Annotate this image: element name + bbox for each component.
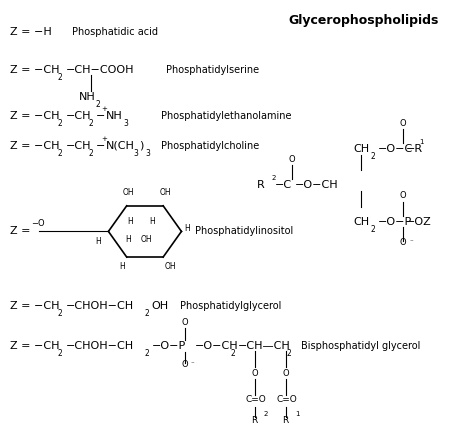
Text: Glycerophospholipids: Glycerophospholipids: [288, 14, 438, 27]
Text: −CH—CH: −CH—CH: [238, 341, 291, 351]
Text: H: H: [119, 263, 125, 272]
Text: O: O: [288, 155, 295, 164]
Text: −O: −O: [32, 219, 45, 228]
Text: NH: NH: [106, 111, 122, 121]
Text: −R: −R: [406, 144, 423, 154]
Text: −O−P: −O−P: [152, 341, 186, 351]
Text: 2: 2: [230, 349, 235, 358]
Text: 2: 2: [145, 309, 150, 318]
Text: −: −: [96, 141, 105, 151]
Text: H: H: [184, 224, 190, 233]
Text: O: O: [252, 369, 258, 378]
Text: −CH−COOH: −CH−COOH: [66, 65, 135, 75]
Text: 2: 2: [88, 119, 93, 128]
Text: Phosphatidylcholine: Phosphatidylcholine: [161, 141, 259, 151]
Text: −: −: [96, 111, 105, 121]
Text: N(CH: N(CH: [106, 141, 135, 151]
Text: −O−P: −O−P: [377, 217, 411, 227]
Text: 2: 2: [264, 411, 268, 417]
Text: 2: 2: [272, 175, 276, 181]
Text: O: O: [182, 360, 188, 369]
Text: Z = −CH: Z = −CH: [10, 341, 60, 351]
Text: CH: CH: [353, 217, 369, 227]
Text: NH: NH: [79, 92, 95, 103]
Text: 2: 2: [57, 119, 62, 128]
Text: C=O: C=O: [276, 396, 297, 405]
Text: 3: 3: [133, 148, 138, 157]
Text: ): ): [139, 141, 144, 151]
Text: 2: 2: [57, 349, 62, 358]
Text: −CH: −CH: [66, 141, 91, 151]
Text: OH: OH: [159, 187, 171, 196]
Text: 2: 2: [88, 148, 93, 157]
Text: 2: 2: [96, 100, 100, 109]
Text: −CHOH−CH: −CHOH−CH: [66, 341, 134, 351]
Text: Z = −CH: Z = −CH: [10, 111, 60, 121]
Text: 3: 3: [124, 119, 128, 128]
Text: −O−CH: −O−CH: [295, 180, 338, 190]
Text: H: H: [149, 217, 155, 226]
Text: 3: 3: [146, 148, 151, 157]
Text: O: O: [282, 369, 289, 378]
Text: R: R: [257, 180, 265, 190]
Text: H: H: [126, 235, 131, 244]
Text: 2: 2: [286, 349, 291, 358]
Text: OH: OH: [123, 187, 135, 196]
Text: −C: −C: [274, 180, 292, 190]
Text: Z = −CH: Z = −CH: [10, 65, 60, 75]
Text: Phosphatidylglycerol: Phosphatidylglycerol: [181, 301, 282, 311]
Text: 2: 2: [57, 309, 62, 318]
Text: Z =: Z =: [10, 227, 31, 236]
Text: O: O: [400, 191, 406, 200]
Text: 2: 2: [57, 73, 62, 82]
Text: 2: 2: [145, 349, 150, 358]
Text: Bisphosphatidyl glycerol: Bisphosphatidyl glycerol: [301, 341, 420, 351]
Text: Phosphatidic acid: Phosphatidic acid: [72, 27, 158, 37]
Text: CH: CH: [353, 144, 369, 154]
Text: Phosphatidylinositol: Phosphatidylinositol: [195, 227, 293, 236]
Text: O: O: [400, 238, 406, 247]
Text: 2: 2: [371, 224, 375, 233]
Text: Z = −H: Z = −H: [10, 27, 52, 37]
Text: 1: 1: [295, 411, 299, 417]
Text: H: H: [95, 237, 101, 246]
Text: O: O: [400, 118, 406, 127]
Text: 1: 1: [419, 139, 424, 145]
Text: +: +: [102, 136, 108, 142]
Text: −O−CH: −O−CH: [195, 341, 238, 351]
Text: Z = −CH: Z = −CH: [10, 301, 60, 311]
Text: +: +: [102, 106, 108, 112]
Text: R: R: [282, 416, 289, 425]
Text: −O−C: −O−C: [377, 144, 412, 154]
Text: C=O: C=O: [246, 396, 266, 405]
Text: R: R: [252, 416, 258, 425]
Text: OH: OH: [141, 235, 153, 244]
Text: O: O: [182, 317, 188, 326]
Text: Phosphatidylethanolamine: Phosphatidylethanolamine: [161, 111, 292, 121]
Text: ⁻: ⁻: [191, 362, 195, 368]
Text: ⁻: ⁻: [409, 239, 413, 245]
Text: Z = −CH: Z = −CH: [10, 141, 60, 151]
Text: OH: OH: [152, 301, 169, 311]
Text: −CHOH−CH: −CHOH−CH: [66, 301, 134, 311]
Text: Phosphatidylserine: Phosphatidylserine: [166, 65, 259, 75]
Text: OH: OH: [165, 263, 177, 272]
Text: 2: 2: [371, 151, 375, 160]
Text: 2: 2: [57, 148, 62, 157]
Text: −CH: −CH: [66, 111, 91, 121]
Text: −OZ: −OZ: [406, 217, 432, 227]
Text: H: H: [128, 217, 133, 226]
